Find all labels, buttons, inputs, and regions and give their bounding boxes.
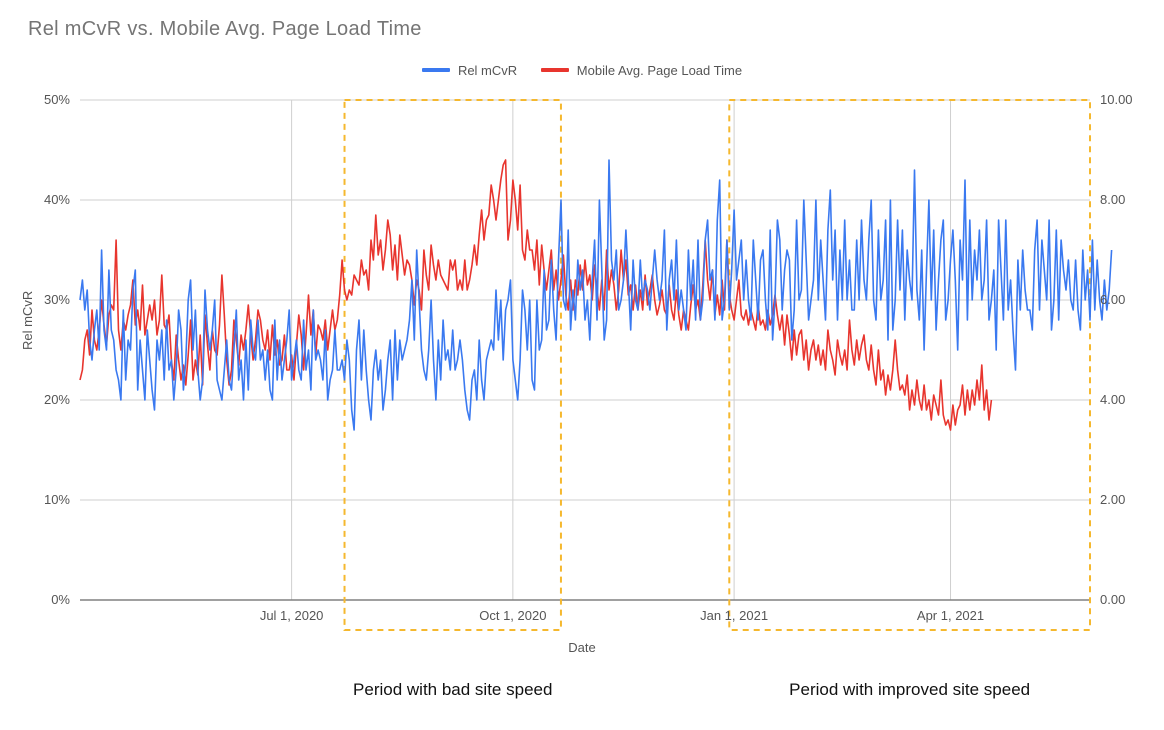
plot-area: 0%10%20%30%40%50%0.002.004.006.008.0010.… — [80, 100, 1090, 600]
chart-container: Rel mCvR vs. Mobile Avg. Page Load Time … — [0, 0, 1164, 730]
svg-text:Jan 1, 2021: Jan 1, 2021 — [700, 608, 768, 623]
legend-label-series1: Rel mCvR — [458, 63, 517, 78]
legend: Rel mCvR Mobile Avg. Page Load Time — [0, 60, 1164, 78]
plot-svg: 0%10%20%30%40%50%0.002.004.006.008.0010.… — [80, 100, 1090, 600]
svg-text:50%: 50% — [44, 92, 70, 107]
svg-text:4.00: 4.00 — [1100, 392, 1125, 407]
legend-item-series1: Rel mCvR — [422, 63, 517, 78]
svg-text:2.00: 2.00 — [1100, 492, 1125, 507]
svg-text:40%: 40% — [44, 192, 70, 207]
svg-text:Jul 1, 2020: Jul 1, 2020 — [260, 608, 324, 623]
x-axis-label: Date — [0, 640, 1164, 655]
svg-text:Oct 1, 2020: Oct 1, 2020 — [479, 608, 546, 623]
legend-label-series2: Mobile Avg. Page Load Time — [577, 63, 742, 78]
annotation-improved-speed: Period with improved site speed — [789, 680, 1030, 700]
svg-text:30%: 30% — [44, 292, 70, 307]
svg-text:0.00: 0.00 — [1100, 592, 1125, 607]
svg-text:10%: 10% — [44, 492, 70, 507]
legend-item-series2: Mobile Avg. Page Load Time — [541, 63, 742, 78]
svg-text:Apr 1, 2021: Apr 1, 2021 — [917, 608, 984, 623]
chart-title: Rel mCvR vs. Mobile Avg. Page Load Time — [28, 18, 422, 41]
legend-swatch-series1 — [422, 68, 450, 72]
svg-text:10.00: 10.00 — [1100, 92, 1133, 107]
svg-text:0%: 0% — [51, 592, 70, 607]
y-left-axis-label: Rel mCvR — [20, 291, 35, 350]
svg-text:6.00: 6.00 — [1100, 292, 1125, 307]
svg-text:20%: 20% — [44, 392, 70, 407]
svg-text:8.00: 8.00 — [1100, 192, 1125, 207]
legend-swatch-series2 — [541, 68, 569, 72]
annotation-bad-speed: Period with bad site speed — [353, 680, 552, 700]
